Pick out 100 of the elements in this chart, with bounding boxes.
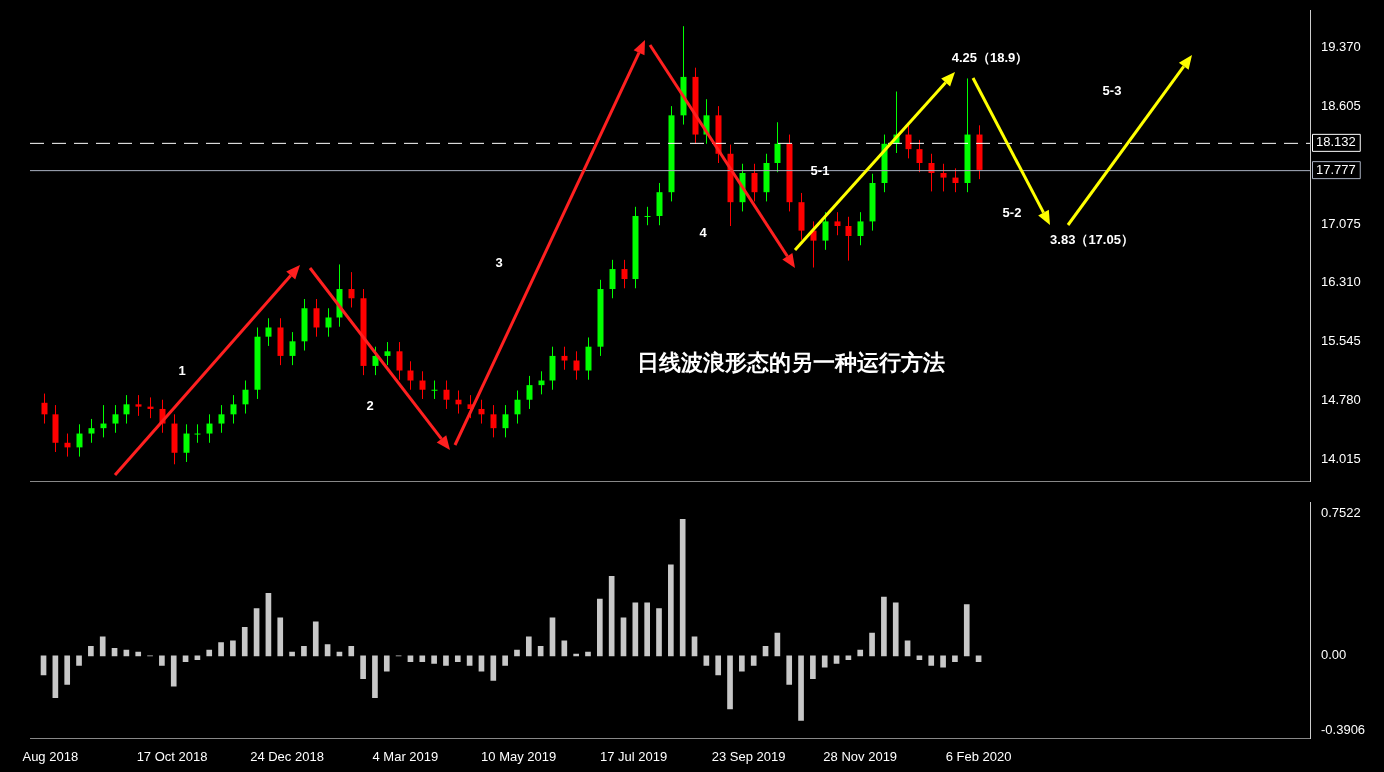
annotation: 2	[366, 397, 374, 413]
candlestick	[644, 206, 651, 226]
bar	[952, 655, 958, 662]
x-tick-label: 17 Oct 2018	[136, 748, 208, 764]
bar	[644, 602, 650, 657]
candlestick	[502, 404, 509, 438]
candlestick	[265, 317, 272, 347]
bar	[135, 651, 142, 657]
candlestick	[928, 153, 935, 192]
ref-line-label: 18.132	[1316, 134, 1356, 150]
candlestick	[609, 259, 616, 299]
bar	[230, 640, 236, 657]
bar	[431, 655, 437, 664]
candlestick	[834, 211, 841, 236]
bar	[810, 655, 816, 679]
x-tick-label: 6 Feb 2020	[945, 748, 1012, 764]
bar	[821, 655, 828, 668]
bar	[419, 655, 426, 662]
candlestick	[621, 259, 628, 289]
y-tick-label: 0.00	[1321, 647, 1347, 663]
bar	[312, 621, 319, 657]
bar	[206, 649, 213, 657]
candlestick	[561, 346, 568, 371]
bar	[241, 627, 248, 657]
bar	[597, 598, 603, 657]
x-tick-label: 17 Jul 2019	[600, 748, 668, 764]
candlestick	[348, 271, 355, 308]
candlestick	[774, 121, 781, 173]
candlestick	[585, 336, 592, 381]
candlestick	[751, 163, 758, 202]
bar	[99, 636, 106, 657]
candlestick	[905, 124, 912, 159]
candlestick	[845, 216, 852, 262]
bar	[963, 604, 970, 657]
ref-line-label: 17.777	[1316, 161, 1356, 177]
bar	[679, 518, 686, 657]
annotation: 5-3	[1102, 82, 1122, 98]
bar	[561, 640, 568, 657]
candlestick	[242, 380, 249, 415]
bar	[289, 651, 295, 657]
annotation: 3.83（17.05）	[1050, 231, 1134, 249]
candlestick	[407, 360, 414, 391]
bar	[750, 655, 757, 666]
candlestick	[183, 423, 190, 463]
y-tick-label: 16.310	[1321, 274, 1361, 290]
candlestick	[443, 380, 450, 410]
bar	[892, 602, 899, 657]
y-tick-label: 17.075	[1321, 215, 1361, 231]
bar	[301, 646, 307, 657]
bar	[64, 655, 71, 685]
bar	[443, 655, 449, 666]
bar	[218, 642, 224, 657]
candlestick	[41, 393, 48, 425]
bar	[928, 655, 935, 666]
candlestick	[206, 413, 213, 444]
x-tick-label: 4 Mar 2019	[372, 748, 439, 764]
annotation: 5-2	[1002, 204, 1022, 220]
candlestick	[289, 331, 296, 366]
x-tick-label: 10 May 2019	[481, 748, 557, 764]
x-tick-label: 28 Nov 2019	[823, 748, 898, 764]
annotation: 3	[495, 254, 503, 270]
annotation: 4	[699, 224, 707, 240]
candlestick	[88, 418, 95, 444]
y-tick-label: 14.015	[1321, 450, 1361, 466]
bar	[857, 649, 864, 657]
x-tick-label: 24 Dec 2018	[250, 748, 324, 764]
candlestick	[916, 139, 923, 173]
bar	[490, 655, 497, 681]
bar	[940, 655, 946, 668]
candlestick	[431, 380, 438, 400]
candlestick	[135, 394, 142, 417]
bar	[454, 655, 461, 662]
bar	[585, 651, 591, 657]
bar	[348, 646, 355, 657]
annotation: 4.25（18.9）	[951, 49, 1029, 67]
bar	[786, 655, 793, 685]
bar	[360, 655, 366, 679]
y-tick-label: 19.370	[1321, 39, 1361, 55]
candlestick	[490, 404, 497, 438]
candlestick	[218, 404, 225, 434]
candlestick	[940, 163, 947, 192]
bar	[798, 655, 804, 721]
bar	[88, 646, 94, 657]
candlestick	[325, 307, 332, 338]
y-tick-label: 18.605	[1321, 98, 1361, 114]
annotation: 日线波浪形态的另一种运行方法	[637, 348, 945, 377]
y-tick-label: 0.7522	[1321, 504, 1361, 520]
candlestick	[123, 394, 130, 425]
bar	[502, 655, 508, 666]
bar	[170, 655, 177, 687]
bar	[656, 608, 662, 657]
candlestick	[526, 375, 533, 410]
bar	[514, 649, 520, 657]
y-tick-label: 15.545	[1321, 333, 1361, 349]
candlestick	[384, 341, 391, 366]
y-tick-label: -0.3906	[1321, 721, 1366, 737]
candlestick	[573, 350, 580, 381]
x-tick-label: 23 Sep 2019	[711, 748, 786, 764]
candlestick	[396, 341, 403, 381]
bar	[525, 636, 532, 657]
